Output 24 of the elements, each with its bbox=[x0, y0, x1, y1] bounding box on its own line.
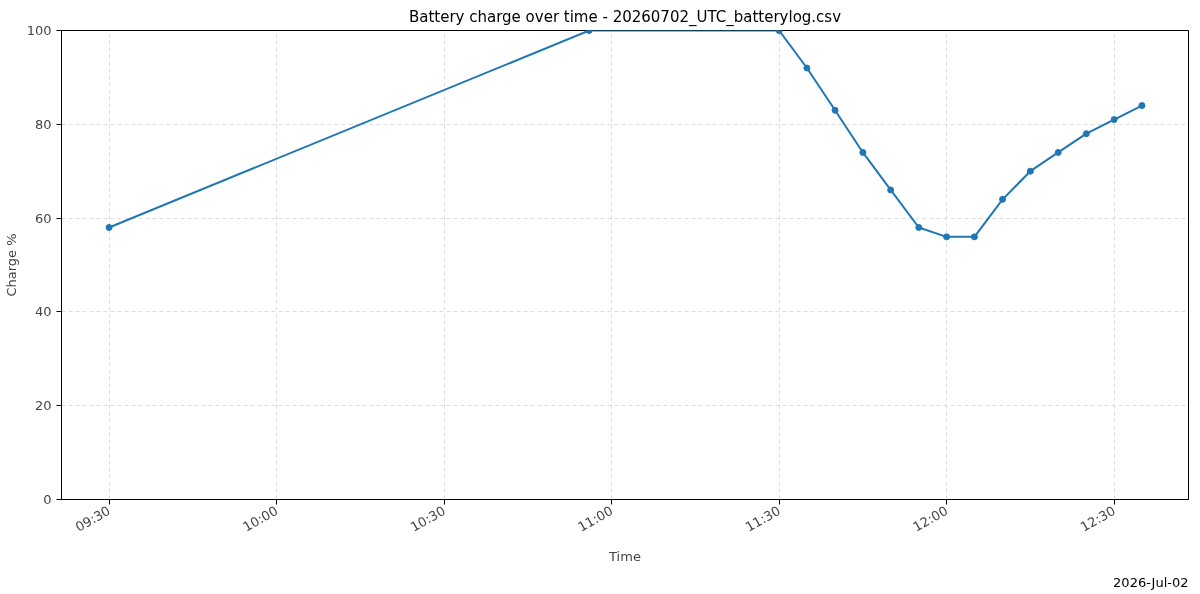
point bbox=[831, 106, 839, 114]
point bbox=[887, 186, 895, 194]
point bbox=[1054, 148, 1062, 156]
chart-title: Battery charge over time - 20260702_UTC_batterylog.csv bbox=[408, 7, 842, 27]
y-axis-title: Charge % bbox=[3, 233, 19, 297]
x-axis-title: Time bbox=[608, 549, 641, 565]
point bbox=[1026, 167, 1034, 175]
y-tick-label: 80 bbox=[34, 116, 52, 132]
point bbox=[105, 223, 113, 231]
point bbox=[1138, 102, 1146, 110]
point bbox=[1082, 130, 1090, 138]
y-tick-label: 0 bbox=[43, 492, 52, 507]
point bbox=[999, 195, 1007, 203]
y-tick-label: 100 bbox=[26, 23, 52, 38]
point bbox=[915, 223, 923, 231]
point bbox=[859, 148, 867, 156]
point bbox=[803, 64, 811, 72]
y-tick-label: 20 bbox=[34, 398, 52, 414]
point bbox=[943, 233, 951, 241]
y-tick-label: 40 bbox=[34, 304, 52, 320]
point bbox=[970, 233, 978, 241]
text: 2026-Jul-02 bbox=[1113, 574, 1189, 590]
y-tick-label: 60 bbox=[34, 210, 52, 226]
point bbox=[1110, 116, 1118, 124]
